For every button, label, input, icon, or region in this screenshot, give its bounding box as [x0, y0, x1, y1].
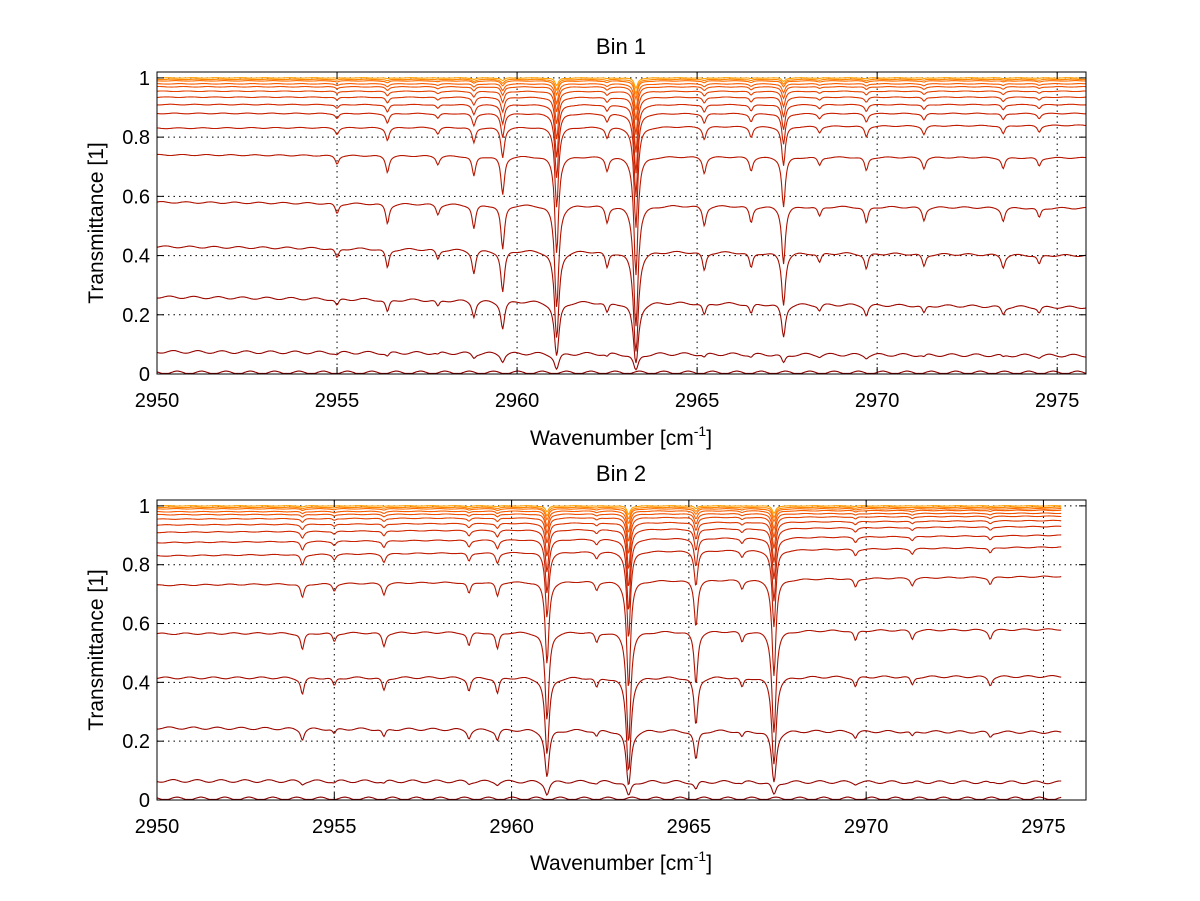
x-tick-label: 2965	[675, 390, 720, 412]
series-line	[156, 628, 1062, 741]
y-tick-label: 1	[139, 496, 150, 518]
series-line	[156, 508, 1062, 525]
series-line	[156, 509, 1062, 533]
series-line	[156, 85, 1086, 121]
series-line	[156, 112, 1086, 196]
series-line	[156, 675, 1062, 772]
y-axis-label: Transmittance [1]	[85, 142, 108, 303]
x-tick-label: 2965	[667, 816, 712, 838]
y-tick-label: 0.4	[122, 672, 150, 694]
y-tick-label: 0.6	[122, 614, 150, 636]
series-line	[156, 575, 1062, 686]
ticks: 2950 2955 2960 2965 2970 2975 0 0.2 0.4 0.6 0.8 1	[122, 68, 1086, 412]
x-axis-label-superscript: -1	[694, 848, 707, 864]
axes-box	[156, 499, 1087, 801]
y-tick-label: 1	[139, 68, 150, 90]
y-axis-label: Transmittance [1]	[85, 569, 108, 730]
x-tick-label: 2955	[312, 816, 357, 838]
axes-box	[156, 71, 1087, 375]
series-line	[157, 96, 1087, 153]
series-line	[157, 525, 1062, 587]
y-tick-label: 0	[139, 790, 150, 812]
series-group	[156, 77, 1087, 374]
y-tick-label: 0.4	[122, 246, 150, 268]
series-line	[156, 796, 1062, 800]
ticks: 2950 2955 2960 2965 2970 2975 0 0.2 0.4 0.6 0.8 1	[122, 496, 1086, 838]
x-tick-label: 2970	[855, 390, 900, 412]
y-tick-label: 0.2	[122, 305, 150, 327]
x-axis-label-text: Wavenumber [cm	[530, 852, 694, 875]
x-axis-label-text: Wavenumber [cm	[530, 427, 694, 450]
x-axis-label-close: ]	[706, 852, 712, 875]
series-line	[156, 515, 1062, 555]
x-tick-label: 2975	[1035, 390, 1080, 412]
series-line	[156, 245, 1087, 352]
series-group	[156, 505, 1062, 800]
x-tick-label: 2975	[1021, 816, 1066, 838]
x-tick-label: 2960	[495, 390, 540, 412]
x-tick-label: 2960	[489, 816, 534, 838]
series-line	[156, 512, 1062, 543]
chart-panel-bin-1: Bin 1 2950 2955 2960 2965 2970 2975 0 0.2 0.4 0.6…	[85, 34, 1087, 450]
y-tick-label: 0	[139, 364, 150, 386]
series-line	[157, 78, 1086, 96]
series-line	[157, 726, 1062, 786]
x-tick-label: 2970	[844, 816, 889, 838]
series-line	[156, 534, 1062, 610]
series-line	[156, 546, 1062, 637]
series-line	[156, 519, 1062, 570]
chart-panel-bin-2: Bin 2 2950 2955 2960 2965 2970 2975 0 0.2 0.4 0.6…	[85, 461, 1087, 875]
series-line	[156, 349, 1086, 371]
x-tick-label: 2950	[135, 390, 180, 412]
x-axis-label: Wavenumber [cm-1]	[530, 423, 712, 450]
series-line	[157, 77, 1087, 90]
x-tick-label: 2955	[315, 390, 360, 412]
x-axis-label: Wavenumber [cm-1]	[530, 848, 712, 875]
y-tick-label: 0.2	[122, 731, 150, 753]
series-line	[156, 201, 1086, 327]
series-line	[156, 506, 1062, 520]
y-tick-label: 0.8	[122, 127, 150, 149]
x-axis-label-superscript: -1	[694, 423, 707, 439]
series-line	[156, 779, 1062, 796]
y-tick-label: 0.8	[122, 555, 150, 577]
series-line	[157, 505, 1062, 515]
series-line	[156, 370, 1087, 374]
series-line	[157, 90, 1086, 135]
series-line	[156, 83, 1087, 110]
series-line	[157, 153, 1087, 276]
y-tick-label: 0.6	[122, 186, 150, 208]
series-line	[156, 124, 1087, 228]
x-tick-label: 2950	[135, 816, 180, 838]
chart-title: Bin 1	[596, 34, 646, 59]
x-axis-label-close: ]	[706, 427, 712, 450]
series-line	[157, 295, 1087, 364]
series-line	[157, 103, 1087, 174]
series-line	[157, 80, 1086, 102]
chart-title: Bin 2	[596, 461, 646, 486]
